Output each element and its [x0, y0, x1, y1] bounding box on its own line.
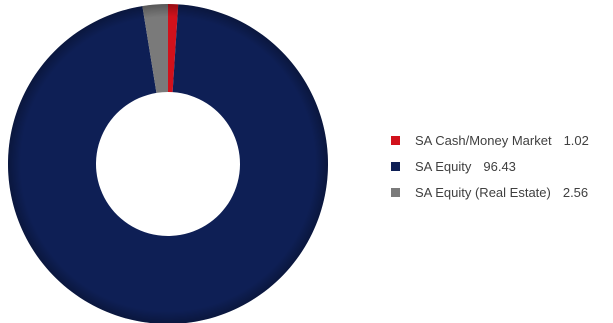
legend-item-cash: SA Cash/Money Market 1.02 — [391, 127, 613, 153]
legend-value-equity: 96.43 — [483, 159, 516, 174]
legend-swatch-real-estate — [391, 188, 400, 197]
legend-value-cash: 1.02 — [564, 133, 589, 148]
legend-item-equity: SA Equity 96.43 — [391, 153, 613, 179]
donut-slices — [8, 4, 328, 323]
legend-label-cash: SA Cash/Money Market — [415, 133, 552, 148]
legend-label-equity: SA Equity — [415, 159, 471, 174]
legend-label-real-estate: SA Equity (Real Estate) — [415, 185, 551, 200]
legend-swatch-equity — [391, 162, 400, 171]
legend-item-real-estate: SA Equity (Real Estate) 2.56 — [391, 179, 613, 205]
legend-value-real-estate: 2.56 — [563, 185, 588, 200]
legend-swatch-cash — [391, 136, 400, 145]
chart-legend: SA Cash/Money Market 1.02 SA Equity 96.4… — [391, 127, 613, 205]
